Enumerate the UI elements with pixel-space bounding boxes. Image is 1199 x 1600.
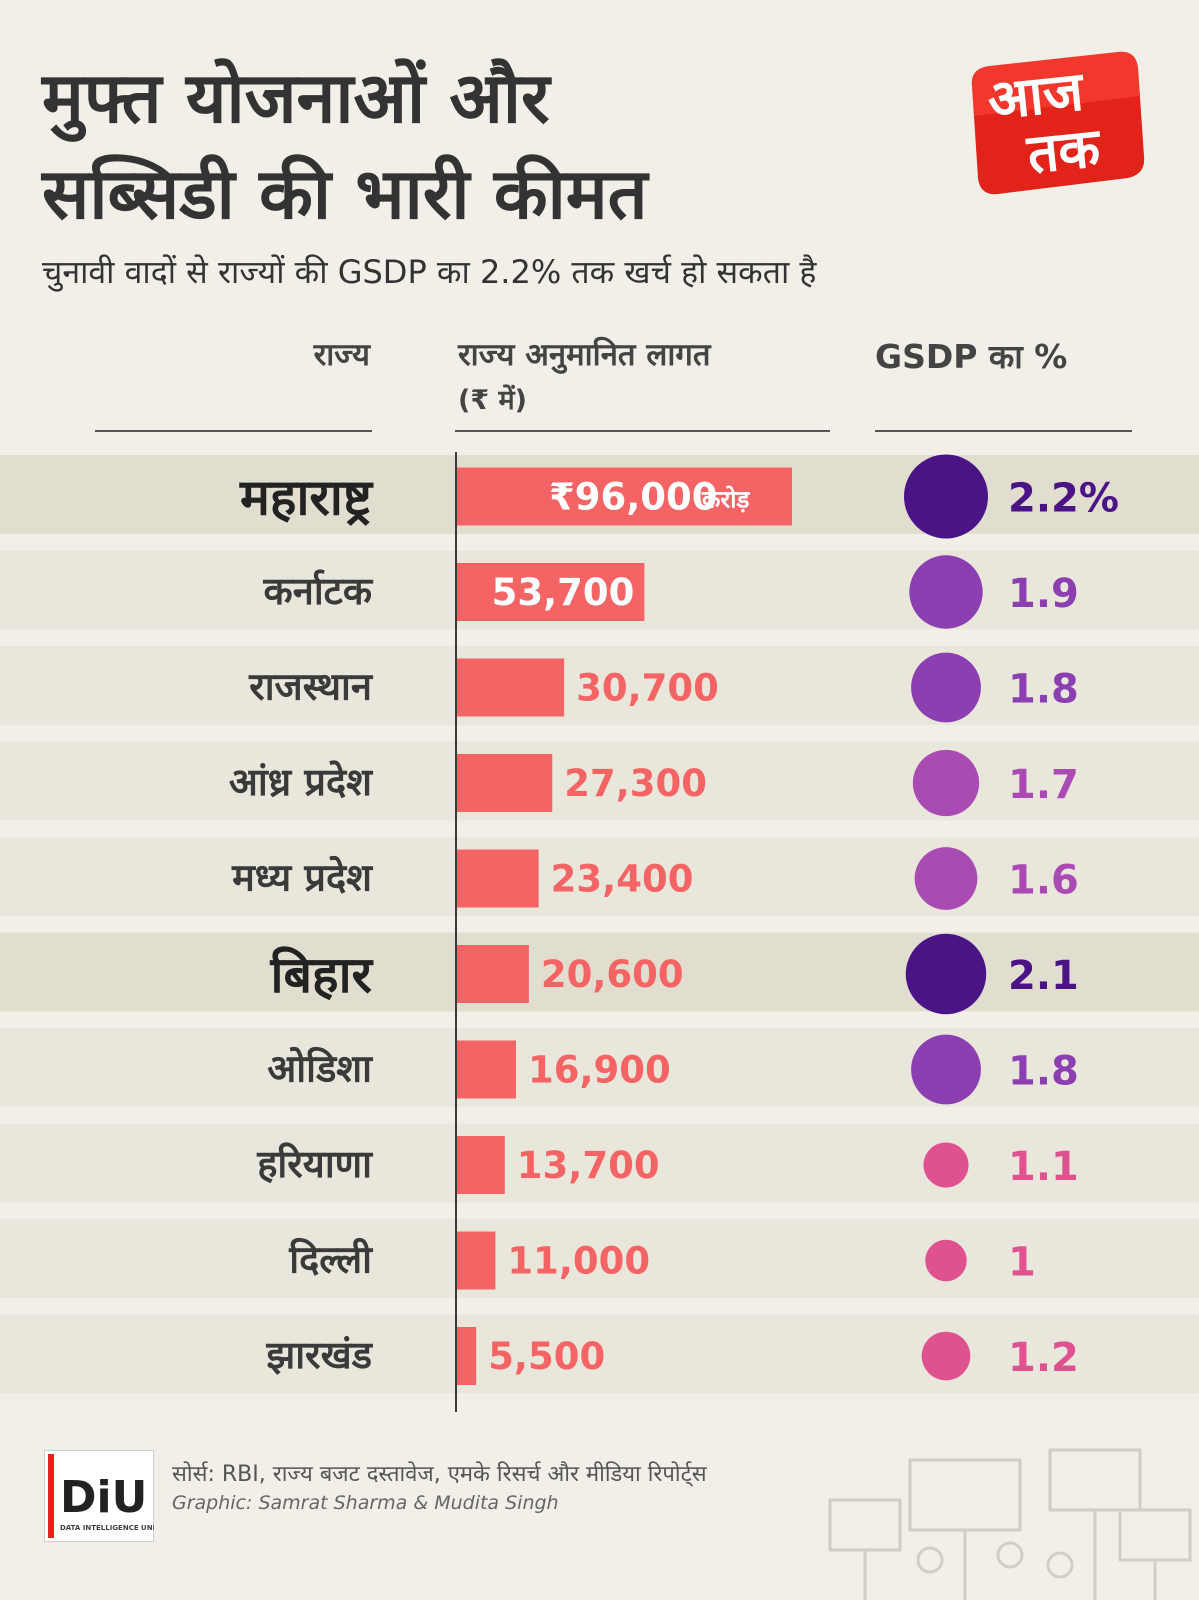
gsdp-bubble <box>911 652 981 723</box>
bar <box>457 945 529 1003</box>
gsdp-label: 1.2 <box>1008 1335 1079 1381</box>
diu-logo: DiU DATA INTELLIGENCE UNIT <box>44 1450 154 1542</box>
bar-value-label: 11,000 <box>507 1240 650 1283</box>
protest-illustration <box>828 1448 1192 1600</box>
gsdp-bubble <box>904 454 988 539</box>
gsdp-label: 2.2% <box>1008 476 1119 522</box>
bar-value-label: 16,900 <box>528 1049 671 1092</box>
row-band-3 <box>0 741 1199 821</box>
bars <box>457 467 792 1385</box>
bar-value-label: 53,700 <box>492 571 635 614</box>
gsdp-label: 1 <box>1008 1240 1036 1286</box>
gsdp-label: 1.9 <box>1008 571 1079 617</box>
subtitle: चुनावी वादों से राज्यों की GSDP का 2.2% … <box>42 253 817 291</box>
state-label: महाराष्ट्र <box>239 469 374 527</box>
gsdp-bubble <box>923 1142 969 1188</box>
row-band-2 <box>0 646 1199 725</box>
gsdp-label: 1.6 <box>1008 858 1079 904</box>
state-label: आंध्र प्रदेश <box>229 760 373 804</box>
graphic-credit: Graphic: Samrat Sharma & Mudita Singh <box>172 1492 559 1514</box>
gsdp-bubble <box>905 933 987 1015</box>
row-bands <box>0 455 1199 1394</box>
bar-axis-line <box>455 452 457 1412</box>
bar <box>457 563 645 621</box>
header-gsdp: GSDP का % <box>875 337 1068 376</box>
title-line-1: मुफ्त योजनाओं और <box>42 57 550 139</box>
header-cost-unit: (₹ में) <box>458 385 528 416</box>
row-band-6 <box>0 1028 1199 1107</box>
gsdp-label: 1.1 <box>1008 1144 1079 1190</box>
state-label: झारखंड <box>265 1333 373 1377</box>
aajtak-logo: आज तक <box>971 51 1145 195</box>
row-band-5 <box>0 932 1199 1012</box>
row-band-8 <box>0 1219 1199 1298</box>
bar-value-label: 5,500 <box>488 1335 605 1378</box>
gsdp-label: 1.8 <box>1008 667 1079 713</box>
row-band-4 <box>0 837 1199 916</box>
state-label: बिहार <box>270 946 374 1004</box>
state-label: कर्नाटक <box>263 569 374 613</box>
gsdp-bubble <box>925 1239 967 1282</box>
row-band-0 <box>0 455 1199 534</box>
bar <box>457 658 565 717</box>
row-band-7 <box>0 1123 1199 1203</box>
title-line-2: सब्सिडी की भारी कीमत <box>42 153 648 235</box>
row-band-9 <box>0 1314 1199 1394</box>
diu-logo-subtext: DATA INTELLIGENCE UNIT <box>60 1524 154 1532</box>
state-label: ओडिशा <box>267 1047 373 1091</box>
gsdp-bubble <box>914 847 978 910</box>
gsdp-bubble <box>912 749 980 817</box>
bar <box>457 1231 496 1290</box>
bar-value-label: ₹96,000 <box>549 476 718 519</box>
header-cost: राज्य अनुमानित लागत <box>458 337 711 373</box>
state-label: राजस्थान <box>248 665 374 709</box>
bar-value-label: 20,600 <box>541 953 684 996</box>
bar <box>457 754 553 812</box>
logo-line-1: आज <box>985 59 1088 132</box>
gsdp-bubble <box>921 1331 971 1381</box>
bar-value-label: 27,300 <box>564 762 707 805</box>
bar <box>457 1040 516 1099</box>
header-state: राज्य <box>313 337 370 373</box>
gsdp-label: 2.1 <box>1008 953 1079 999</box>
gsdp-label: 1.7 <box>1008 762 1079 808</box>
gsdp-label: 1.8 <box>1008 1049 1079 1095</box>
gsdp-bubble <box>911 1034 981 1105</box>
page-title: मुफ्त योजनाओं और सब्सिडी की भारी कीमत <box>42 50 922 242</box>
diu-logo-text: DiU <box>60 1472 147 1523</box>
row-band-1 <box>0 550 1199 630</box>
header-rule-cost <box>455 430 830 432</box>
state-label: मध्य प्रदेश <box>231 856 373 900</box>
bubbles <box>904 454 988 1381</box>
bar-value-label: 23,400 <box>551 858 694 901</box>
bar <box>457 467 792 526</box>
source-note: सोर्स: RBI, राज्य बजट दस्तावेज, एमके रिस… <box>172 1462 707 1487</box>
state-label: दिल्ली <box>288 1238 373 1282</box>
logo-line-2: तक <box>1023 116 1105 187</box>
header-rule-gsdp <box>875 430 1132 432</box>
gsdp-bubble <box>909 555 983 629</box>
bar-value-label: 13,700 <box>517 1144 660 1187</box>
state-label: हरियाणा <box>256 1142 373 1186</box>
bar-value-label: 30,700 <box>576 667 719 710</box>
bar <box>457 1327 477 1385</box>
bar <box>457 1136 505 1194</box>
bar-value-unit: करोड़ <box>701 486 750 514</box>
bar <box>457 849 539 908</box>
header-rule-state <box>95 430 372 432</box>
